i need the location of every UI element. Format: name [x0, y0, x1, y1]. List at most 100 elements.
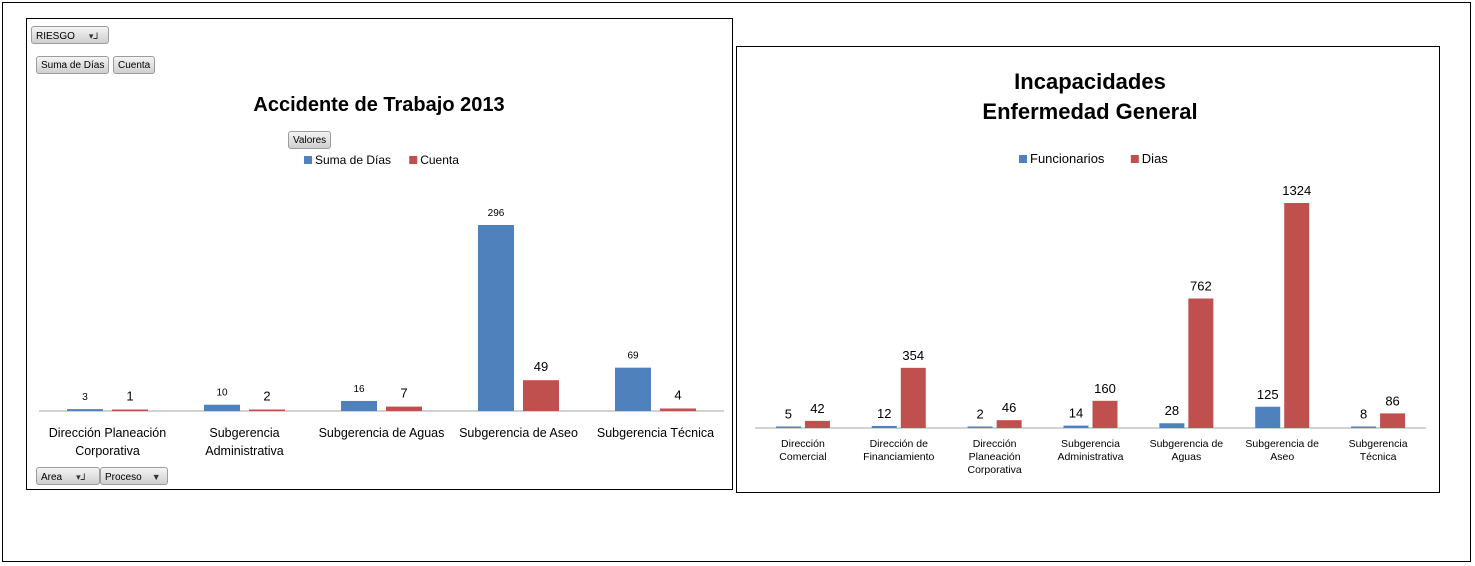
chart-title: Incapacidades — [1014, 69, 1166, 94]
legend-swatch-suma-de-dias — [304, 156, 312, 164]
legend-swatch-dias — [1130, 155, 1139, 163]
data-label-suma-de-dias-subgerencia-administrativa: 10 — [216, 388, 228, 399]
category-label-subgerencia-de-aseo: Aseo — [1270, 451, 1294, 463]
data-label-funcionarios-subgerencia-tecnica: 8 — [1360, 407, 1367, 422]
suma-de-dias-field-button[interactable]: Suma de Días — [36, 56, 110, 74]
bar-dias-subgerencia-administrativa — [1092, 400, 1118, 428]
accident-chart-svg: Accidente de Trabajo 2013 Suma de Días Cue… — [39, 94, 724, 458]
category-label-subgerencia-administrativa: Subgerencia — [1061, 438, 1120, 450]
bar-cuenta-direccion-planeacion-corporativa — [112, 409, 148, 411]
area-field-button[interactable]: Area ▾⅃ — [36, 467, 100, 485]
bar-funcionarios-subgerencia-tecnica — [1351, 426, 1377, 428]
bar-cuenta-subgerencia-tecnica — [660, 408, 696, 411]
category-label-subgerencia-de-aguas: Subgerencia de — [1150, 438, 1224, 450]
data-label-suma-de-dias-subgerencia-de-aguas: 16 — [353, 384, 365, 395]
data-label-funcionarios-subgerencia-de-aseo: 125 — [1257, 387, 1279, 402]
bar-cuenta-subgerencia-administrativa — [249, 409, 285, 411]
data-label-dias-subgerencia-administrativa: 160 — [1094, 381, 1116, 396]
legend-swatch-funcionarios — [1019, 155, 1027, 163]
data-label-suma-de-dias-subgerencia-tecnica: 69 — [627, 351, 639, 362]
legend-label-funcionarios: Funcionarios — [1030, 151, 1105, 166]
bar-suma-de-dias-subgerencia-administrativa — [204, 404, 240, 411]
category-label-subgerencia-administrativa: Administrativa — [1058, 451, 1124, 463]
data-label-funcionarios-direccion-de-financiamiento: 12 — [877, 406, 891, 421]
category-label-subgerencia-administrativa: Administrativa — [205, 444, 284, 458]
bar-dias-direccion-planeacion-corporativa — [996, 420, 1022, 428]
data-label-suma-de-dias-direccion-planeacion-corporativa: 3 — [82, 392, 88, 403]
bar-dias-direccion-comercial — [804, 420, 830, 428]
data-label-funcionarios-subgerencia-de-aguas: 28 — [1165, 403, 1179, 418]
data-label-dias-direccion-planeacion-corporativa: 46 — [1002, 400, 1016, 415]
data-label-dias-direccion-de-financiamiento: 354 — [902, 348, 924, 363]
data-label-funcionarios-direccion-comercial: 5 — [785, 407, 792, 422]
bar-dias-direccion-de-financiamiento — [900, 367, 926, 428]
category-label-direccion-planeacion-corporativa: Planeación — [969, 451, 1021, 463]
legend-swatch-cuenta — [409, 156, 418, 164]
data-label-dias-subgerencia-tecnica: 86 — [1385, 393, 1399, 408]
bar-dias-subgerencia-tecnica — [1380, 413, 1406, 428]
bar-cuenta-subgerencia-de-aseo — [523, 380, 559, 411]
data-label-cuenta-subgerencia-de-aseo: 49 — [534, 359, 548, 374]
data-label-funcionarios-subgerencia-administrativa: 14 — [1069, 406, 1083, 421]
category-label-direccion-planeacion-corporativa: Dirección — [973, 438, 1017, 450]
bar-suma-de-dias-subgerencia-tecnica — [615, 367, 651, 411]
filter-funnel-icon: ▾⅃ — [76, 472, 86, 482]
bar-funcionarios-direccion-comercial — [775, 426, 801, 428]
valores-field-button[interactable]: Valores — [288, 131, 332, 149]
category-label-subgerencia-tecnica: Subgerencia — [1349, 438, 1408, 450]
bar-suma-de-dias-subgerencia-de-aguas — [341, 400, 377, 411]
riesgo-filter-button[interactable]: RIESGO ▾⅃ — [31, 26, 109, 44]
bar-cuenta-subgerencia-de-aguas — [386, 406, 422, 411]
chart-title: Accidente de Trabajo 2013 — [253, 94, 504, 116]
area-field-label: Area — [41, 472, 63, 483]
data-label-cuenta-subgerencia-tecnica: 4 — [674, 387, 681, 402]
category-label-subgerencia-de-aguas: Subgerencia de Aguas — [319, 426, 445, 440]
proceso-field-button[interactable]: Proceso ▼ — [100, 467, 168, 485]
category-label-direccion-de-financiamiento: Financiamiento — [863, 451, 934, 463]
category-label-subgerencia-administrativa: Subgerencia — [209, 426, 279, 440]
bar-dias-subgerencia-de-aseo — [1284, 203, 1310, 428]
category-label-direccion-planeacion-corporativa: Corporativa — [75, 444, 140, 458]
data-label-cuenta-direccion-planeacion-corporativa: 1 — [126, 389, 133, 404]
category-label-subgerencia-tecnica: Subgerencia Técnica — [597, 426, 714, 440]
incapacidades-chart-svg: Incapacidades Enfermedad General Funcionar… — [755, 69, 1426, 476]
data-label-cuenta-subgerencia-de-aguas: 7 — [400, 386, 407, 401]
bar-funcionarios-subgerencia-administrativa — [1063, 425, 1089, 428]
category-label-subgerencia-de-aguas: Aguas — [1171, 451, 1201, 463]
bar-funcionarios-direccion-de-financiamiento — [871, 425, 897, 428]
bar-suma-de-dias-subgerencia-de-aseo — [478, 225, 514, 411]
proceso-field-label: Proceso — [105, 472, 142, 483]
legend-label-cuenta: Cuenta — [420, 153, 459, 167]
bar-dias-subgerencia-de-aguas — [1188, 298, 1214, 428]
data-label-dias-subgerencia-de-aguas: 762 — [1190, 279, 1212, 294]
cuenta-field-label: Cuenta — [118, 60, 151, 71]
category-label-direccion-comercial: Comercial — [779, 451, 826, 463]
category-label-subgerencia-de-aseo: Subgerencia de — [1245, 438, 1319, 450]
bar-funcionarios-direccion-planeacion-corporativa — [967, 426, 993, 428]
data-label-dias-direccion-comercial: 42 — [810, 401, 824, 416]
bar-funcionarios-subgerencia-de-aguas — [1159, 423, 1185, 428]
category-label-subgerencia-tecnica: Técnica — [1360, 451, 1397, 463]
category-label-subgerencia-de-aseo: Subgerencia de Aseo — [459, 426, 578, 440]
data-label-suma-de-dias-subgerencia-de-aseo: 296 — [488, 208, 505, 219]
category-label-direccion-planeacion-corporativa: Dirección Planeación — [49, 426, 166, 440]
legend-label-dias: Dias — [1142, 151, 1169, 166]
legend-label-suma-de-dias: Suma de Días — [315, 153, 391, 167]
data-label-funcionarios-direccion-planeacion-corporativa: 2 — [977, 407, 984, 422]
accident-pivot-chart: Accidente de Trabajo 2013 Suma de Días Cue… — [26, 18, 733, 490]
bar-funcionarios-subgerencia-de-aseo — [1255, 406, 1281, 428]
valores-field-label: Valores — [293, 135, 327, 146]
chart-title: Enfermedad General — [982, 99, 1197, 124]
dropdown-arrow-icon: ▼ — [151, 472, 161, 482]
data-label-cuenta-subgerencia-administrativa: 2 — [263, 389, 270, 404]
category-label-direccion-de-financiamiento: Dirección de — [870, 438, 929, 450]
filter-funnel-icon: ▾⅃ — [88, 31, 99, 41]
category-label-direccion-planeacion-corporativa: Corporativa — [968, 464, 1022, 476]
data-label-dias-subgerencia-de-aseo: 1324 — [1282, 183, 1311, 198]
category-label-direccion-comercial: Dirección — [781, 438, 825, 450]
bar-suma-de-dias-direccion-planeacion-corporativa — [67, 409, 103, 411]
cuenta-field-button[interactable]: Cuenta — [113, 56, 156, 74]
suma-de-dias-field-label: Suma de Días — [41, 60, 105, 71]
riesgo-filter-label: RIESGO — [36, 31, 75, 42]
